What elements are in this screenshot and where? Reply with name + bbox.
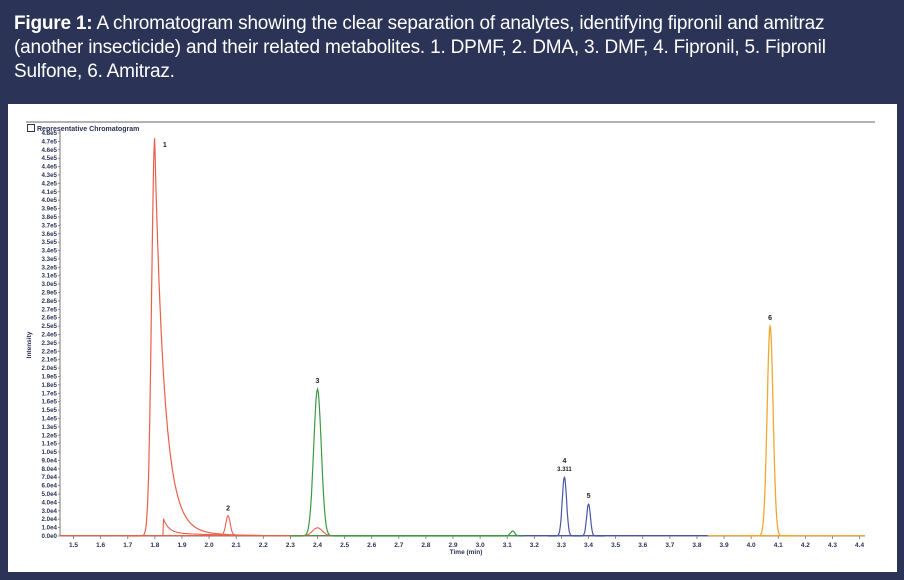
x-tick-label: 2.9 bbox=[448, 542, 457, 549]
y-tick-label: 2.8e5 bbox=[42, 298, 58, 305]
y-tick-label: 4.7e5 bbox=[42, 138, 58, 145]
x-tick-label: 1.9 bbox=[177, 542, 186, 549]
y-tick-label: 1.1e5 bbox=[42, 441, 58, 448]
chart-title: Representative Chromatogram bbox=[37, 126, 140, 133]
retention-time-annotation: 3.311 bbox=[557, 467, 572, 473]
y-tick-label: 1.0e5 bbox=[42, 449, 58, 456]
y-tick-label: 2.6e5 bbox=[42, 315, 58, 322]
chart-header: Representative Chromatogram bbox=[27, 124, 139, 133]
y-tick-label: 1.2e5 bbox=[42, 432, 58, 439]
y-tick-label: 4.0e4 bbox=[42, 499, 58, 506]
peak-label-5: 5 bbox=[587, 493, 591, 500]
x-tick-label: 2.1 bbox=[232, 542, 241, 549]
y-tick-label: 4.0e5 bbox=[42, 197, 58, 204]
y-tick-label: 4.2e5 bbox=[42, 180, 58, 187]
x-tick-label: 4.4 bbox=[855, 542, 864, 549]
x-tick-label: 2.0 bbox=[205, 542, 214, 549]
x-tick-label: 3.3 bbox=[557, 542, 566, 549]
figure-caption: Figure 1: A chromatogram showing the cle… bbox=[6, 4, 896, 100]
y-tick-label: 2.9e5 bbox=[42, 290, 58, 297]
x-tick-label: 1.5 bbox=[69, 542, 78, 549]
x-tick-label: 4.1 bbox=[774, 542, 783, 549]
y-tick-label: 1.5e5 bbox=[42, 407, 58, 414]
y-tick-label: 8.0e4 bbox=[42, 466, 58, 473]
x-tick-label: 4.0 bbox=[747, 542, 756, 549]
y-tick-label: 4.1e5 bbox=[42, 189, 58, 196]
x-tick-label: 1.7 bbox=[123, 542, 132, 549]
traces bbox=[60, 138, 865, 537]
y-tick-label: 1.6e5 bbox=[42, 399, 58, 406]
y-tick-label: 3.2e5 bbox=[42, 264, 58, 271]
y-tick-label: 2.0e4 bbox=[42, 516, 58, 523]
y-tick-label: 4.6e5 bbox=[42, 147, 58, 154]
x-tick-label: 3.2 bbox=[530, 542, 539, 549]
y-tick-label: 2.4e5 bbox=[42, 332, 58, 339]
expand-box-icon[interactable] bbox=[27, 124, 35, 132]
y-tick-label: 2.1e5 bbox=[42, 357, 58, 364]
y-tick-label: 3.8e5 bbox=[42, 214, 58, 221]
peak-label-6: 6 bbox=[768, 315, 772, 322]
y-tick-label: 0.0e0 bbox=[42, 533, 58, 540]
peak-label-4: 4 bbox=[562, 458, 566, 465]
y-tick-label: 3.1e5 bbox=[42, 273, 58, 280]
x-tick-label: 2.2 bbox=[259, 542, 268, 549]
x-tick-label: 3.9 bbox=[720, 542, 729, 549]
y-tick-label: 4.4e5 bbox=[42, 164, 58, 171]
x-tick-label: 2.4 bbox=[313, 542, 322, 549]
y-tick-label: 1.9e5 bbox=[42, 373, 58, 380]
x-tick-label: 4.3 bbox=[828, 542, 837, 549]
y-tick-label: 1.8e5 bbox=[42, 382, 58, 389]
y-tick-label: 3.6e5 bbox=[42, 231, 58, 238]
caption-text: A chromatogram showing the clear separat… bbox=[14, 13, 826, 82]
peak-label-1: 1 bbox=[163, 142, 167, 149]
x-tick-label: 2.3 bbox=[286, 542, 295, 549]
x-tick-label: 3.1 bbox=[503, 542, 512, 549]
y-tick-label: 4.5e5 bbox=[42, 155, 58, 162]
x-axis: 1.5 1.6 1.7 1.8 1.9 2.0 2.1 2.2 2.3 2.4 2.5 2.6 2.7 2… bbox=[60, 535, 865, 549]
y-tick-label: 6.0e4 bbox=[42, 483, 58, 490]
y-tick-label: 3.7e5 bbox=[42, 222, 58, 229]
y-tick-label: 4.3e5 bbox=[42, 172, 58, 179]
x-tick-label: 3.7 bbox=[665, 542, 674, 549]
x-tick-label: 3.6 bbox=[638, 542, 647, 549]
y-tick-label: 1.4e5 bbox=[42, 415, 58, 422]
y-tick-label: 3.0e5 bbox=[42, 281, 58, 288]
caption-label: Figure 1: bbox=[14, 13, 93, 34]
y-tick-label: 1.7e5 bbox=[42, 390, 58, 397]
y-tick-label: 3.5e5 bbox=[42, 239, 58, 246]
y-tick-label: 3.4e5 bbox=[42, 248, 58, 255]
y-tick-label: 1.3e5 bbox=[42, 424, 58, 431]
peak-label-2: 2 bbox=[226, 506, 230, 513]
x-tick-label: 1.8 bbox=[150, 542, 159, 549]
x-tick-label: 3.4 bbox=[584, 542, 593, 549]
y-axis-label: Intensity bbox=[26, 331, 33, 358]
y-tick-label: 9.0e4 bbox=[42, 457, 58, 464]
y-tick-label: 2.7e5 bbox=[42, 306, 58, 313]
x-tick-label: 1.6 bbox=[96, 542, 105, 549]
y-tick-label: 1.0e4 bbox=[42, 525, 58, 532]
x-tick-label: 2.7 bbox=[394, 542, 403, 549]
x-axis-label: Time (min) bbox=[450, 549, 483, 556]
x-tick-label: 4.2 bbox=[801, 542, 810, 549]
x-tick-label: 3.0 bbox=[476, 542, 485, 549]
y-tick-label: 5.0e4 bbox=[42, 491, 58, 498]
y-tick-label: 3.3e5 bbox=[42, 256, 58, 263]
y-tick-label: 2.3e5 bbox=[42, 340, 58, 347]
y-tick-label: 3.9e5 bbox=[42, 206, 58, 213]
y-tick-label: 2.5e5 bbox=[42, 323, 58, 330]
x-tick-label: 2.5 bbox=[340, 542, 349, 549]
y-tick-label: 2.2e5 bbox=[42, 348, 58, 355]
x-tick-label: 3.5 bbox=[611, 542, 620, 549]
y-tick-label: 3.0e4 bbox=[42, 508, 58, 515]
x-tick-label: 3.8 bbox=[692, 542, 701, 549]
peak-label-3: 3 bbox=[316, 378, 320, 385]
y-tick-label: 4.8e5 bbox=[42, 130, 58, 137]
x-tick-label: 2.6 bbox=[367, 542, 376, 549]
x-tick-label: 2.8 bbox=[421, 542, 430, 549]
peak-labels: 1 2 3 4 3.311 5 6 bbox=[163, 142, 772, 512]
y-tick-label: 7.0e4 bbox=[42, 474, 58, 481]
y-tick-label: 2.0e5 bbox=[42, 365, 58, 372]
